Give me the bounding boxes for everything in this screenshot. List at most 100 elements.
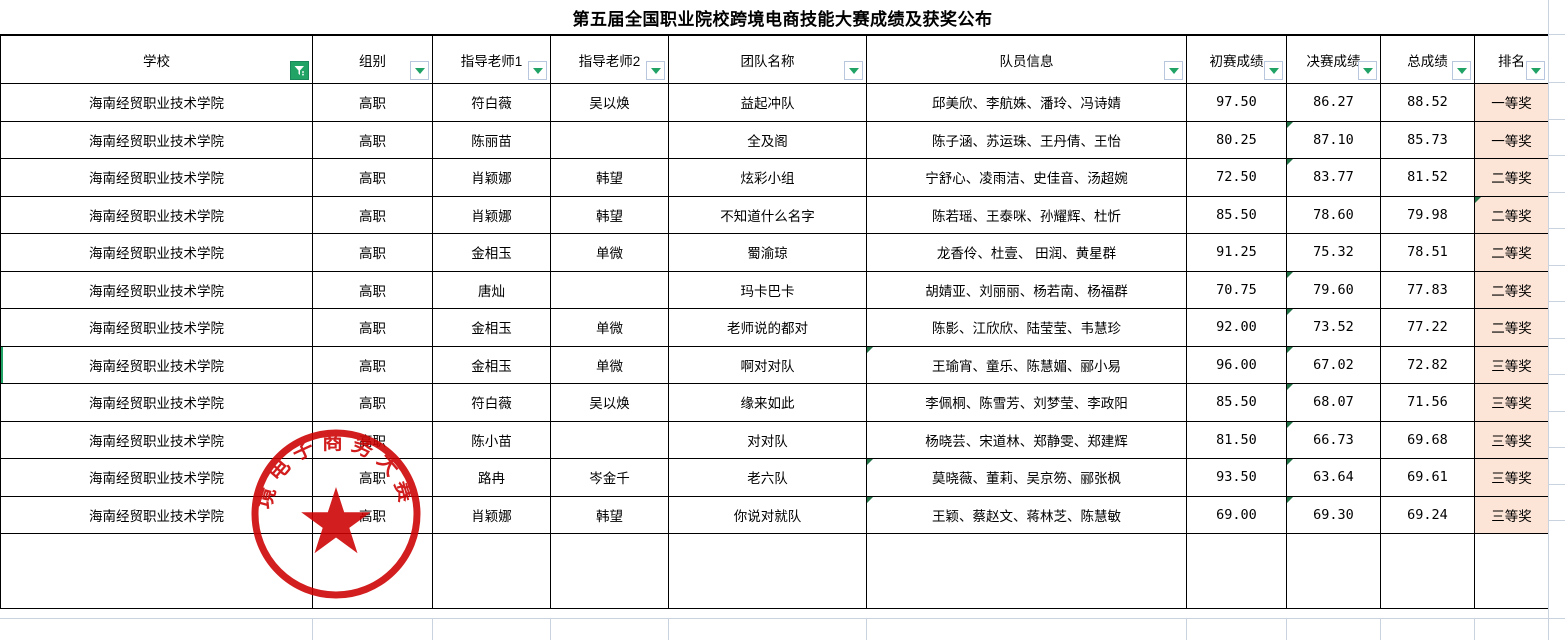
cell-school[interactable]: 海南经贸职业技术学院: [0, 308, 313, 347]
cell-school[interactable]: 海南经贸职业技术学院: [0, 158, 313, 197]
cell-group[interactable]: 高职: [312, 158, 433, 197]
cell-total-score[interactable]: 81.52: [1380, 158, 1475, 197]
cell-final-score[interactable]: 69.30: [1286, 495, 1381, 534]
cell-teacher1[interactable]: 唐灿: [432, 270, 551, 309]
cell-teacher1[interactable]: 肖颖娜: [432, 495, 551, 534]
cell-members[interactable]: 李佩桐、陈雪芳、刘梦莹、李政阳: [866, 383, 1187, 422]
cell-final-score[interactable]: 78.60: [1286, 195, 1381, 234]
cell-total-score[interactable]: 79.98: [1380, 195, 1475, 234]
column-header-total-score[interactable]: 总成绩: [1380, 35, 1475, 84]
cell-group[interactable]: 高职: [312, 458, 433, 497]
cell-total-score[interactable]: 77.22: [1380, 308, 1475, 347]
cell-group[interactable]: 高职: [312, 195, 433, 234]
cell-members[interactable]: 邱美欣、李航姝、潘玲、冯诗婧: [866, 83, 1187, 122]
column-header-school[interactable]: 学校: [0, 35, 313, 84]
cell-members[interactable]: 陈若瑶、王泰咪、孙耀辉、杜忻: [866, 195, 1187, 234]
cell-award[interactable]: 二等奖: [1474, 195, 1549, 234]
table-row[interactable]: 海南经贸职业技术学院 高职 金相玉 单微 老师说的都对 陈影、江欣欣、陆莹莹、韦…: [0, 308, 1549, 347]
cell-award[interactable]: 三等奖: [1474, 345, 1549, 384]
cell-teacher1[interactable]: 金相玉: [432, 233, 551, 272]
cell-final-score[interactable]: 67.02: [1286, 345, 1381, 384]
empty-cell[interactable]: [312, 533, 433, 609]
cell-total-score[interactable]: 78.51: [1380, 233, 1475, 272]
cell-award[interactable]: 三等奖: [1474, 420, 1549, 459]
chevron-down-icon[interactable]: [1358, 61, 1377, 80]
cell-teacher2[interactable]: 单微: [550, 345, 669, 384]
cell-final-score[interactable]: 75.32: [1286, 233, 1381, 272]
cell-final-score[interactable]: 66.73: [1286, 420, 1381, 459]
cell-total-score[interactable]: 69.61: [1380, 458, 1475, 497]
cell-school[interactable]: 海南经贸职业技术学院: [0, 270, 313, 309]
cell-teacher2[interactable]: 单微: [550, 308, 669, 347]
cell-prelim-score[interactable]: 81.50: [1186, 420, 1287, 459]
column-header-prelim-score[interactable]: 初赛成绩: [1186, 35, 1287, 84]
cell-prelim-score[interactable]: 85.50: [1186, 195, 1287, 234]
cell-school[interactable]: 海南经贸职业技术学院: [0, 495, 313, 534]
empty-cell[interactable]: [550, 533, 669, 609]
cell-total-score[interactable]: 85.73: [1380, 120, 1475, 159]
cell-prelim-score[interactable]: 92.00: [1186, 308, 1287, 347]
filter-active-icon[interactable]: [290, 61, 309, 80]
cell-prelim-score[interactable]: 80.25: [1186, 120, 1287, 159]
cell-teacher2[interactable]: [550, 420, 669, 459]
cell-prelim-score[interactable]: 93.50: [1186, 458, 1287, 497]
cell-school[interactable]: 海南经贸职业技术学院: [0, 383, 313, 422]
table-empty-row[interactable]: [0, 533, 1549, 609]
cell-group[interactable]: 高职: [312, 83, 433, 122]
cell-team-name[interactable]: 益起冲队: [668, 83, 867, 122]
cell-teacher1[interactable]: 符白薇: [432, 383, 551, 422]
cell-teacher2[interactable]: [550, 270, 669, 309]
cell-total-score[interactable]: 88.52: [1380, 83, 1475, 122]
empty-cell[interactable]: [1474, 533, 1549, 609]
cell-group[interactable]: 高职: [312, 270, 433, 309]
cell-group[interactable]: 高职: [312, 308, 433, 347]
cell-final-score[interactable]: 68.07: [1286, 383, 1381, 422]
cell-teacher1[interactable]: 金相玉: [432, 345, 551, 384]
cell-team-name[interactable]: 对对队: [668, 420, 867, 459]
empty-cell[interactable]: [1186, 533, 1287, 609]
cell-team-name[interactable]: 蜀渝琼: [668, 233, 867, 272]
cell-final-score[interactable]: 63.64: [1286, 458, 1381, 497]
table-row[interactable]: 海南经贸职业技术学院 高职 肖颖娜 韩望 炫彩小组 宁舒心、凌雨洁、史佳音、汤超…: [0, 158, 1549, 197]
cell-members[interactable]: 杨晓芸、宋道林、郑静雯、郑建辉: [866, 420, 1187, 459]
cell-teacher1[interactable]: 肖颖娜: [432, 195, 551, 234]
cell-total-score[interactable]: 72.82: [1380, 345, 1475, 384]
cell-group[interactable]: 高职: [312, 495, 433, 534]
chevron-down-icon[interactable]: [646, 61, 665, 80]
cell-team-name[interactable]: 全及阁: [668, 120, 867, 159]
chevron-down-icon[interactable]: [1164, 61, 1183, 80]
table-row[interactable]: 海南经贸职业技术学院 高职 符白薇 吴以焕 益起冲队 邱美欣、李航姝、潘玲、冯诗…: [0, 83, 1549, 122]
table-row[interactable]: 海南经贸职业技术学院 高职 路冉 岑金千 老六队 莫晓薇、董莉、吴京笏、郦张枫 …: [0, 458, 1549, 497]
cell-team-name[interactable]: 老师说的都对: [668, 308, 867, 347]
cell-prelim-score[interactable]: 85.50: [1186, 383, 1287, 422]
chevron-down-icon[interactable]: [1264, 61, 1283, 80]
empty-cell[interactable]: [0, 533, 313, 609]
cell-award[interactable]: 二等奖: [1474, 270, 1549, 309]
cell-school[interactable]: 海南经贸职业技术学院: [0, 420, 313, 459]
cell-members[interactable]: 宁舒心、凌雨洁、史佳音、汤超婉: [866, 158, 1187, 197]
column-header-teacher2[interactable]: 指导老师2: [550, 35, 669, 84]
cell-final-score[interactable]: 87.10: [1286, 120, 1381, 159]
cell-award[interactable]: 一等奖: [1474, 120, 1549, 159]
empty-cell[interactable]: [866, 533, 1187, 609]
cell-final-score[interactable]: 83.77: [1286, 158, 1381, 197]
column-header-team-name[interactable]: 团队名称: [668, 35, 867, 84]
cell-teacher1[interactable]: 符白薇: [432, 83, 551, 122]
cell-award[interactable]: 二等奖: [1474, 233, 1549, 272]
chevron-down-icon[interactable]: [1452, 61, 1471, 80]
cell-teacher2[interactable]: 韩望: [550, 495, 669, 534]
cell-team-name[interactable]: 玛卡巴卡: [668, 270, 867, 309]
cell-members[interactable]: 莫晓薇、董莉、吴京笏、郦张枫: [866, 458, 1187, 497]
chevron-down-icon[interactable]: [410, 61, 429, 80]
cell-final-score[interactable]: 79.60: [1286, 270, 1381, 309]
cell-school[interactable]: 海南经贸职业技术学院: [0, 458, 313, 497]
cell-members[interactable]: 陈影、江欣欣、陆莹莹、韦慧珍: [866, 308, 1187, 347]
cell-members[interactable]: 陈子涵、苏运珠、王丹倩、王怡: [866, 120, 1187, 159]
table-row[interactable]: 海南经贸职业技术学院 高职 金相玉 单微 啊对对队 王瑜宵、童乐、陈慧媚、郦小易…: [0, 345, 1549, 384]
cell-group[interactable]: 高职: [312, 120, 433, 159]
cell-total-score[interactable]: 77.83: [1380, 270, 1475, 309]
cell-team-name[interactable]: 缘来如此: [668, 383, 867, 422]
column-header-rank[interactable]: 排名: [1474, 35, 1549, 84]
cell-teacher2[interactable]: 单微: [550, 233, 669, 272]
cell-award[interactable]: 一等奖: [1474, 83, 1549, 122]
